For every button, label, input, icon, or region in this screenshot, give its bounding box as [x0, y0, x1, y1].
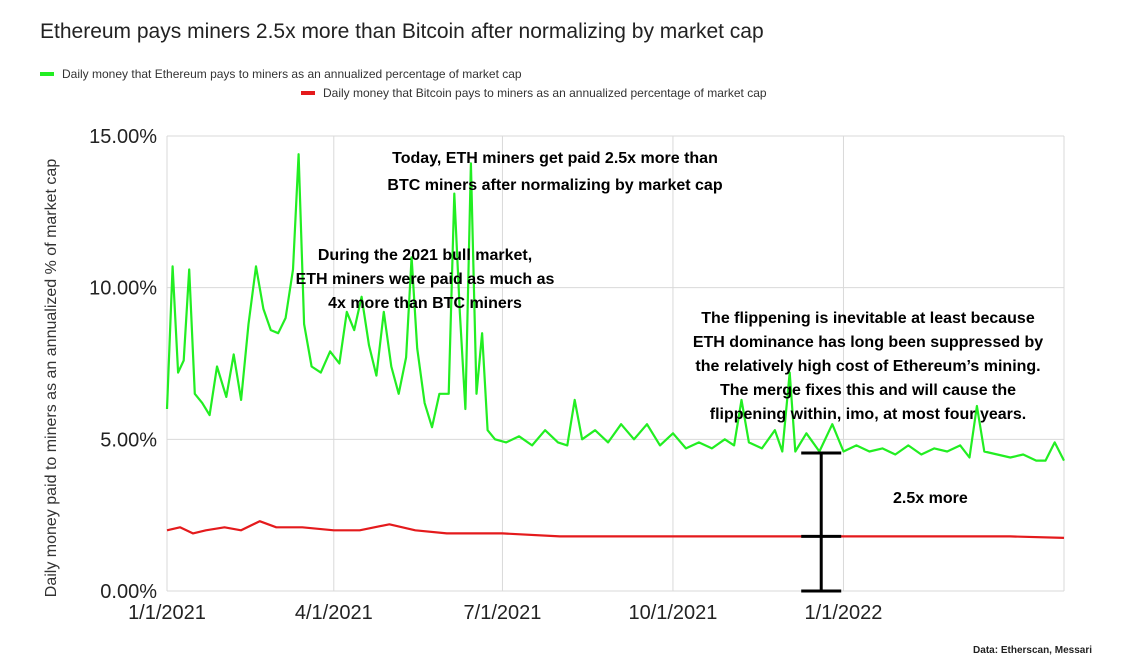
annotations: Today, ETH miners get paid 2.5x more tha… — [296, 150, 1044, 507]
axis-ticks: 0.00% 5.00% 10.00% 15.00% 1/1/2021 4/1/2021 7/… — [89, 126, 882, 624]
legend-item-btc: Daily money that Bitcoin pays to miners … — [301, 86, 767, 100]
chart-title: Ethereum pays miners 2.5x more than Bitc… — [40, 20, 764, 43]
annotation-line: The merge fixes this and will cause the — [720, 382, 1016, 399]
bracket-2-5x — [801, 451, 842, 593]
grid-lines — [166, 135, 1065, 592]
data-source-note: Data: Etherscan, Messari — [973, 645, 1092, 656]
annotation-line: ETH dominance has long been suppressed b… — [693, 334, 1043, 351]
legend-swatch-eth — [40, 72, 54, 76]
annotation-line: the relatively high cost of Ethereum’s m… — [695, 358, 1040, 375]
annotation-line: Today, ETH miners get paid 2.5x more tha… — [392, 150, 718, 167]
legend-label-eth: Daily money that Ethereum pays to miners… — [62, 67, 522, 81]
annotation-line: 2.5x more — [893, 490, 968, 507]
legend-swatch-btc — [301, 91, 315, 95]
annotation-line: flippening within, imo, at most four yea… — [710, 406, 1026, 423]
x-tick-label: 7/1/2021 — [464, 602, 542, 624]
y-tick-label: 0.00% — [100, 581, 157, 603]
y-tick-label: 5.00% — [100, 429, 157, 451]
y-tick-label: 15.00% — [89, 126, 157, 148]
legend-item-eth: Daily money that Ethereum pays to miners… — [40, 67, 522, 81]
annotation-line: BTC miners after normalizing by market c… — [387, 177, 722, 194]
x-tick-label: 1/1/2022 — [805, 602, 883, 624]
x-tick-label: 4/1/2021 — [295, 602, 373, 624]
y-tick-label: 10.00% — [89, 278, 157, 300]
legend-label-btc: Daily money that Bitcoin pays to miners … — [323, 86, 767, 100]
x-tick-label: 1/1/2021 — [128, 602, 206, 624]
eth-series-line — [165, 153, 1065, 462]
annotation-line: 4x more than BTC miners — [328, 295, 522, 312]
btc-series-line — [166, 520, 1065, 539]
annotation-line: ETH miners were paid as much as — [296, 271, 555, 288]
annotation-line: The flippening is inevitable at least be… — [701, 310, 1035, 327]
x-tick-label: 10/1/2021 — [628, 602, 717, 624]
annotation-line: During the 2021 bull market, — [318, 247, 532, 264]
